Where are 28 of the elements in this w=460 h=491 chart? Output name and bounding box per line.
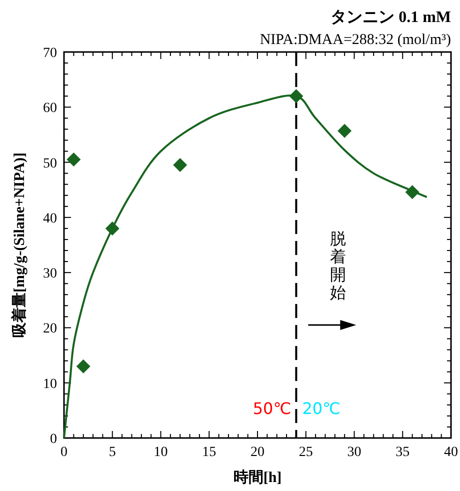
x-tick-label: 30 <box>347 445 362 460</box>
point <box>76 359 90 374</box>
chart-title: タンニン 0.1 mM <box>330 9 451 26</box>
annotation: 脱着開始 <box>330 229 346 302</box>
annotation: 20℃ <box>302 399 341 418</box>
y-tick-label: 0 <box>50 432 57 447</box>
y-tick-label: 70 <box>43 46 57 61</box>
point <box>66 152 81 167</box>
x-tick-label: 0 <box>60 445 68 460</box>
x-axis-title: 時間[h] <box>233 469 282 486</box>
x-tick-label: 35 <box>396 445 410 460</box>
x-tick-label: 25 <box>298 445 313 460</box>
y-tick-label: 20 <box>43 322 57 337</box>
x-tick-label: 15 <box>202 445 216 460</box>
point <box>173 158 188 172</box>
y-tick-label: 30 <box>43 266 57 282</box>
x-tick-label: 40 <box>444 445 458 460</box>
chart-subtitle: NIPA:DMAA=288:32 (mol/m³) <box>260 32 451 48</box>
annotation: 50℃ <box>252 399 292 418</box>
x-tick-label: 5 <box>108 445 116 460</box>
point <box>338 124 352 138</box>
y-tick-label: 10 <box>43 376 57 392</box>
y-axis-title: 吸着量[mg/g-(Silane+NIPA)] <box>10 152 28 338</box>
x-tick-label: 20 <box>250 445 264 460</box>
y-tick-label: 60 <box>43 101 57 116</box>
y-tick-label: 40 <box>43 211 57 226</box>
y-tick-label: 50 <box>43 156 57 172</box>
x-tick-label: 10 <box>154 445 168 460</box>
